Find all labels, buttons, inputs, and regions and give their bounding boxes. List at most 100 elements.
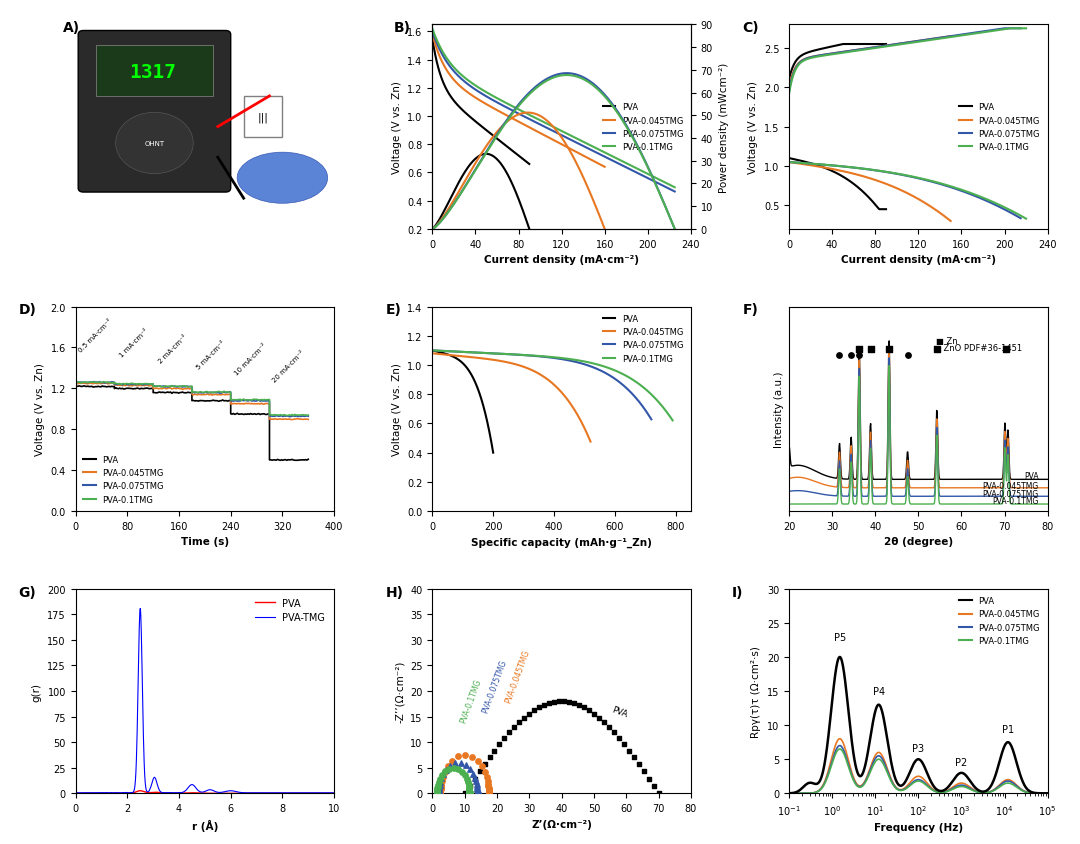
Text: D): D) [18, 303, 37, 317]
PVA-0.1TMG [429, 786, 446, 799]
PVA-0.1TMG [906, 779, 919, 789]
Legend: PVA, PVA-0.045TMG, PVA-0.075TMG, PVA-0.1TMG: PVA, PVA-0.045TMG, PVA-0.075TMG, PVA-0.1… [956, 593, 1043, 648]
PVA [505, 720, 523, 733]
PVA-0.045TMG [432, 785, 449, 798]
PVA [566, 696, 583, 710]
Y-axis label: Voltage (V vs. Zn): Voltage (V vs. Zn) [392, 363, 402, 456]
Text: P3: P3 [913, 744, 924, 753]
Line: PVA-0.1TMG: PVA-0.1TMG [789, 749, 1048, 793]
PVA-0.1TMG [461, 784, 478, 798]
PVA-0.045TMG [432, 782, 449, 796]
PVA-0.075TMG [907, 776, 920, 787]
PVA-0.1TMG [429, 785, 446, 798]
PVA [585, 707, 603, 721]
PVA [630, 758, 647, 771]
PVA-0.075TMG [432, 776, 449, 789]
Text: PVA-0.075TMG: PVA-0.075TMG [983, 490, 1039, 498]
PVA-0.1TMG [436, 765, 454, 778]
PVA-0.075TMG [430, 787, 447, 800]
PVA-0.045TMG [1041, 788, 1054, 798]
PVA-0.045TMG [995, 778, 1008, 788]
PVA [640, 772, 658, 786]
PVA-0.045TMG [477, 770, 495, 783]
PVA-0.1TMG [429, 782, 446, 795]
PVA-0.1TMG [460, 778, 477, 792]
PVA [515, 711, 532, 724]
PVA-0.1TMG [461, 786, 478, 799]
Text: OHNT: OHNT [145, 141, 164, 147]
PVA [536, 698, 553, 711]
Line: PVA: PVA [76, 791, 334, 793]
PVA [134, 786, 147, 796]
PVA [1036, 788, 1049, 798]
X-axis label: Time (s): Time (s) [180, 537, 229, 547]
Point [862, 343, 879, 356]
PVA-0.1TMG [454, 766, 471, 779]
PVA-0.045TMG [456, 749, 473, 762]
PVA-TMG [95, 787, 108, 798]
PVA-0.1TMG [461, 787, 478, 800]
PVA [551, 695, 568, 708]
PVA-0.045TMG [481, 786, 498, 799]
PVA-0.075TMG [430, 785, 447, 798]
PVA [327, 788, 340, 798]
Text: 2 mA·cm⁻²: 2 mA·cm⁻² [157, 333, 188, 365]
PVA [610, 732, 627, 745]
PVA [275, 788, 288, 798]
PVA-0.1TMG [429, 786, 446, 799]
PVA [184, 787, 197, 798]
Text: G): G) [18, 585, 37, 599]
PVA-0.045TMG [481, 784, 498, 798]
PVA-0.045TMG [481, 787, 498, 800]
Point [928, 343, 945, 356]
PVA-0.075TMG [430, 784, 447, 798]
Point [850, 349, 867, 362]
PVA-0.045TMG [469, 755, 486, 768]
Point [880, 343, 897, 356]
PVA-0.1TMG [449, 762, 467, 776]
PVA-0.1TMG [429, 787, 446, 800]
PVA-0.075TMG [469, 783, 486, 797]
PVA-0.045TMG [473, 760, 490, 773]
PVA [456, 787, 473, 800]
PVA-0.1TMG [461, 786, 478, 799]
PVA-0.045TMG [432, 786, 449, 799]
PVA-0.045TMG [1036, 788, 1049, 798]
PVA-0.045TMG [480, 780, 497, 793]
PVA-0.075TMG [430, 783, 447, 797]
Text: PVA: PVA [1024, 472, 1039, 481]
X-axis label: Frequency (Hz): Frequency (Hz) [874, 822, 963, 832]
Text: P4: P4 [873, 687, 885, 696]
PVA-0.045TMG [434, 770, 451, 783]
PVA-0.1TMG [1036, 788, 1049, 798]
PVA [471, 765, 488, 778]
PVA [595, 716, 612, 729]
PVA-0.075TMG [464, 767, 482, 781]
PVA [555, 695, 572, 708]
PVA-0.045TMG [481, 787, 498, 800]
PVA-0.045TMG [481, 785, 498, 798]
PVA [1041, 788, 1054, 798]
PVA-TMG [247, 787, 260, 798]
PVA [906, 761, 919, 771]
Text: PVA-0.045TMG: PVA-0.045TMG [503, 647, 531, 703]
PVA-0.1TMG [431, 772, 448, 786]
Point [831, 349, 848, 362]
PVA [465, 772, 483, 786]
PVA-0.075TMG [430, 785, 447, 798]
PVA-0.075TMG [437, 763, 455, 776]
Text: P1: P1 [1002, 724, 1014, 734]
PVA-TMG [271, 787, 284, 798]
PVA-0.045TMG [449, 749, 467, 763]
PVA-0.075TMG [451, 756, 469, 770]
PVA-0.075TMG [906, 777, 919, 787]
Text: 20 mA·cm⁻²: 20 mA·cm⁻² [272, 349, 306, 383]
PVA-TMG [184, 781, 197, 791]
PVA [616, 738, 633, 751]
PVA-0.075TMG [469, 787, 486, 800]
Circle shape [116, 113, 193, 175]
Text: H): H) [386, 585, 404, 599]
PVA [271, 788, 284, 798]
PVA [995, 749, 1008, 760]
PVA-0.075TMG [469, 784, 486, 798]
